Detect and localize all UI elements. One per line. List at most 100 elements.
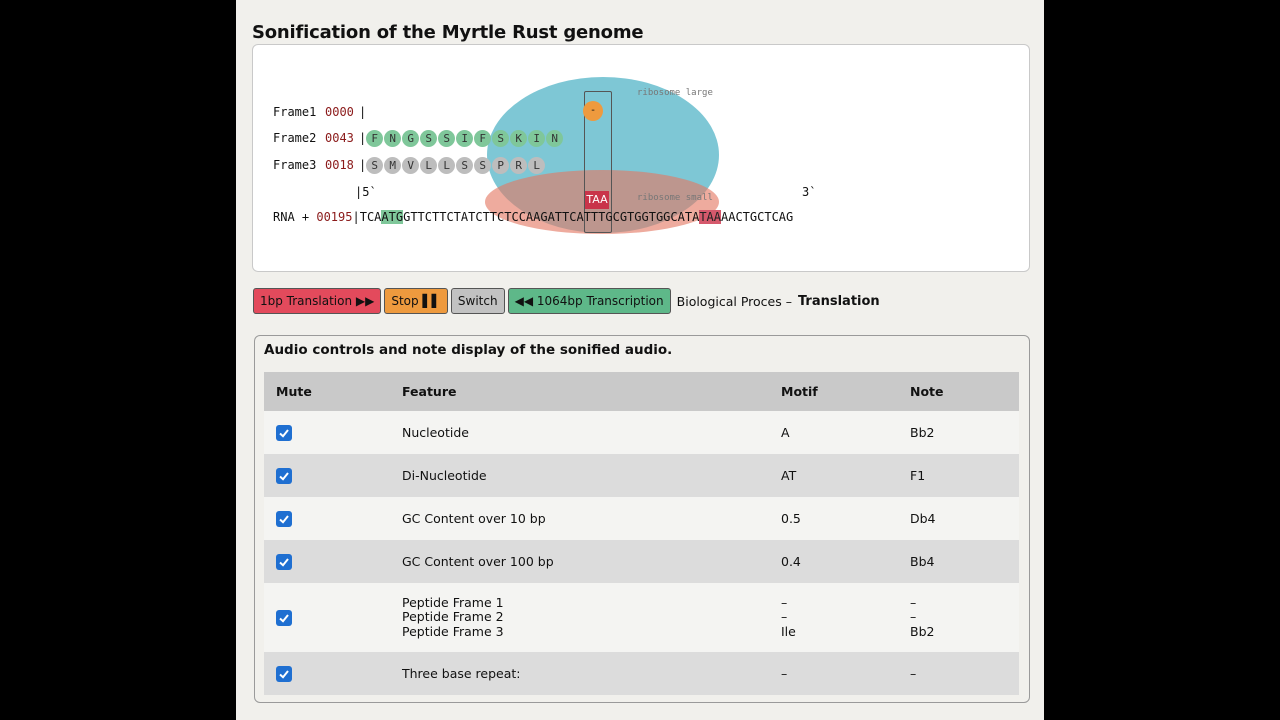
mute-checkbox[interactable] [276, 411, 292, 454]
checkmark-icon[interactable] [276, 467, 292, 484]
amino-acid-bead: L [420, 156, 438, 174]
rna-label: RNA + [273, 210, 310, 224]
amino-acid-bead: L [438, 156, 456, 174]
note-line: Bb2 [910, 623, 935, 639]
note-cell: Db4 [910, 511, 936, 526]
three-prime-label: 3` [802, 185, 817, 199]
mute-checkbox[interactable] [276, 583, 292, 652]
frame-label: Frame2 [273, 131, 317, 145]
ribosome-small-label: ribosome small [637, 193, 713, 203]
rna-seq-suffix: AACTGCTCAG [721, 210, 794, 224]
start-codon: ATG [381, 210, 404, 224]
amino-acid-bead: I [528, 129, 546, 147]
audio-panel-title: Audio controls and note display of the s… [264, 342, 673, 358]
checkmark-icon[interactable] [276, 665, 292, 682]
amino-acid-bead: N [546, 129, 564, 147]
amino-acid-bead: S [420, 129, 438, 147]
rna-seq-body: GTTCTTCTATCTTCTCCAAGATTCATTTGCGTGGTGGCAT… [403, 210, 700, 224]
header-feature: Feature [402, 384, 457, 399]
checkmark-icon[interactable] [276, 609, 292, 626]
header-note: Note [910, 384, 944, 399]
translation-button[interactable]: 1bp Translation ▶▶ [253, 288, 382, 314]
table-row: GC Content over 100 bp 0.4 Bb4 [264, 540, 1019, 583]
amino-acid-bead: F [474, 129, 492, 147]
amino-acid-bead: N [384, 129, 402, 147]
note-cell: – – Bb2 [910, 583, 934, 652]
motif-line: – [781, 609, 788, 625]
header-motif: Motif [781, 384, 818, 399]
frame-separator: | [359, 131, 367, 145]
five-prime-label: |5` [355, 185, 377, 199]
mute-checkbox[interactable] [276, 540, 292, 583]
note-cell: Bb2 [910, 425, 935, 440]
audio-table: Mute Feature Motif Note Nucleotide A Bb2… [264, 372, 1019, 695]
motif-cell: – – Ile [781, 583, 796, 652]
switch-button[interactable]: Switch [450, 288, 505, 314]
amino-acid-bead: I [456, 129, 474, 147]
amino-acid-bead: S [366, 156, 384, 174]
biological-process-label: Biological Proces – [676, 293, 792, 309]
mute-checkbox[interactable] [276, 497, 292, 540]
frame-label: Frame3 [273, 158, 317, 172]
note-cell: – [910, 666, 917, 681]
feature-cell: GC Content over 100 bp [402, 554, 554, 569]
amino-acid-bead: V [402, 156, 420, 174]
amino-acid-bead: S [438, 129, 456, 147]
feature-cell: GC Content over 10 bp [402, 511, 546, 526]
feature-cell: Three base repeat: [402, 666, 521, 681]
note-line: – [910, 609, 917, 625]
amino-acid-bead: P [492, 156, 510, 174]
header-mute: Mute [276, 384, 312, 399]
mute-checkbox[interactable] [276, 652, 292, 695]
amino-acid-bead: G [402, 129, 420, 147]
transcription-button[interactable]: ◀◀ 1064bp Transcription [507, 288, 671, 314]
rna-number: 00195 [316, 210, 353, 224]
amino-acid-bead: K [510, 129, 528, 147]
table-row: Peptide Frame 1 Peptide Frame 2 Peptide … [264, 583, 1019, 652]
stop-button[interactable]: Stop ▌▌ [384, 288, 448, 314]
amino-acid-bead: R [510, 156, 528, 174]
feature-line: Peptide Frame 2 [402, 609, 504, 625]
genome-visualization: ribosome large ribosome small Frame1 000… [252, 44, 1030, 272]
playback-controls: 1bp Translation ▶▶ Stop ▌▌ Switch ◀◀ 106… [253, 287, 880, 315]
note-cell: F1 [910, 468, 926, 483]
amino-acid-bead: S [474, 156, 492, 174]
feature-cell: Peptide Frame 1 Peptide Frame 2 Peptide … [402, 583, 504, 652]
amino-acid-bead: S [456, 156, 474, 174]
mute-checkbox[interactable] [276, 454, 292, 497]
feature-cell: Di-Nucleotide [402, 468, 487, 483]
page-title: Sonification of the Myrtle Rust genome [252, 22, 644, 43]
checkmark-icon[interactable] [276, 553, 292, 570]
motif-cell: AT [781, 468, 797, 483]
motif-line: Ile [781, 623, 796, 639]
frame-number: 0000 [325, 105, 354, 119]
frame-separator: | [359, 105, 367, 119]
table-row: Nucleotide A Bb2 [264, 411, 1019, 454]
note-line: – [910, 594, 917, 610]
motif-cell: 0.5 [781, 511, 801, 526]
rna-seq-prefix: TCA [359, 210, 382, 224]
biological-process-value: Translation [797, 293, 880, 309]
amino-acid-bead: M [384, 156, 402, 174]
frame-separator: | [359, 158, 367, 172]
stop-codon: TAA [699, 210, 721, 224]
table-header: Mute Feature Motif Note [264, 372, 1019, 411]
frame-number: 0018 [325, 158, 354, 172]
rna-row: RNA + 00195|TCAATGGTTCTTCTATCTTCTCCAAGAT… [273, 210, 794, 224]
frame-number: 0043 [325, 131, 354, 145]
audio-controls-panel: Audio controls and note display of the s… [254, 335, 1030, 703]
checkmark-icon[interactable] [276, 510, 292, 527]
ribosome-large-label: ribosome large [637, 88, 713, 98]
motif-cell: 0.4 [781, 554, 801, 569]
feature-line: Peptide Frame 3 [402, 623, 504, 639]
amino-acid-bead: L [528, 156, 546, 174]
checkmark-icon[interactable] [276, 424, 292, 441]
table-row: Di-Nucleotide AT F1 [264, 454, 1019, 497]
frame-row-1: Frame1 0000 | [273, 102, 366, 122]
amino-acid-bead: S [492, 129, 510, 147]
codon-window [584, 91, 612, 233]
